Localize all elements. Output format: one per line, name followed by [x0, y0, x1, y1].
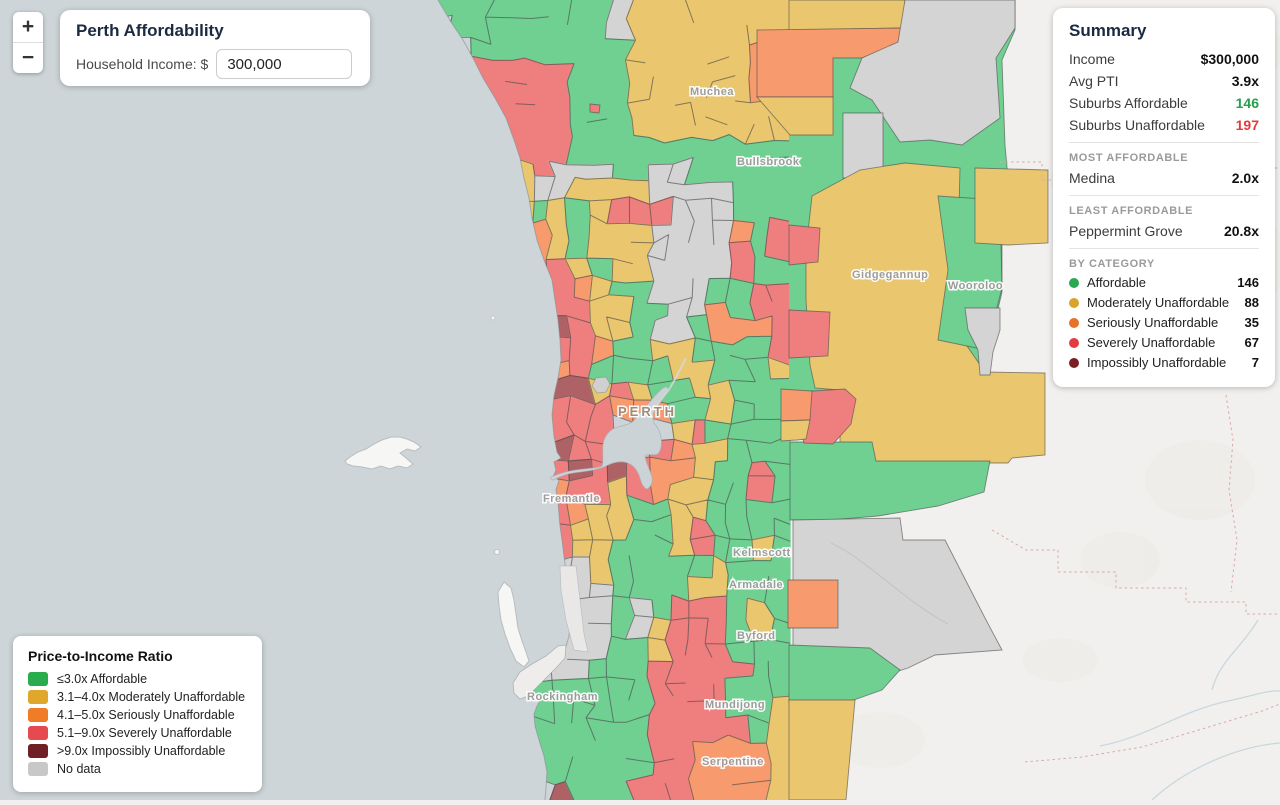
svg-text:Fremantle: Fremantle	[543, 493, 600, 505]
svg-text:Gidgegannup: Gidgegannup	[852, 269, 928, 281]
svg-text:Rockingham: Rockingham	[527, 691, 598, 703]
svg-text:Kelmscott: Kelmscott	[733, 547, 791, 559]
svg-text:Wooroloo: Wooroloo	[948, 280, 1003, 292]
svg-text:Bullsbrook: Bullsbrook	[737, 156, 800, 168]
svg-text:PERTH: PERTH	[618, 404, 677, 419]
svg-text:Serpentine: Serpentine	[702, 756, 764, 768]
svg-text:Armadale: Armadale	[729, 579, 783, 591]
svg-text:Muchea: Muchea	[690, 86, 734, 98]
svg-text:Byford: Byford	[737, 630, 775, 642]
svg-text:Mundijong: Mundijong	[705, 699, 765, 711]
